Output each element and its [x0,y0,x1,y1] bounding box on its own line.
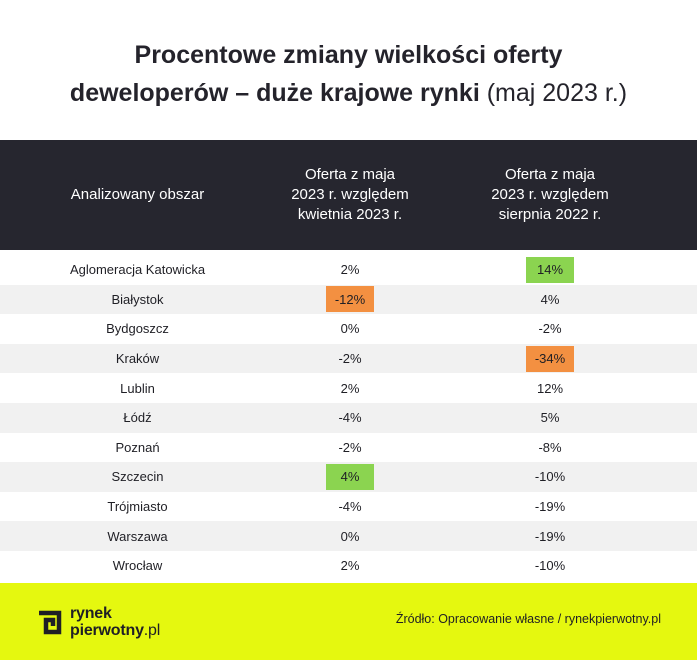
vs-april-cell: 0% [300,314,400,344]
vs-august-cell-value: -10% [534,558,566,574]
vs-august-cell: -8% [500,433,600,463]
table-row: Aglomeracja Katowicka 2% 14% [0,255,697,285]
table-row: Warszawa 0% -19% [0,521,697,551]
table-header: Analizowany obszar Oferta z maja 2023 r.… [0,140,697,250]
vs-april-cell: 2% [300,255,400,285]
table-body: Aglomeracja Katowicka 2% 14% Białystok -12% 4… [0,255,697,581]
table-row: Białystok -12% 4% [0,284,697,315]
table-row: Lublin 2% 12% [0,373,697,403]
area-cell: Białystok [111,291,164,307]
area-cell: Łódź [123,410,152,426]
header-vs-august-line-1: Oferta z maja [504,166,595,183]
area-cell: Wrocław [112,558,163,574]
vs-august-cell-value: 4% [540,291,560,307]
vs-april-cell-value: 0% [340,528,360,544]
vs-august-cell: 4% [500,285,600,315]
vs-august-cell: -10% [500,462,600,492]
vs-august-cell: -2% [500,314,600,344]
table-row: Łódź -4% 5% [0,402,697,433]
vs-august-cell: 12% [500,373,600,403]
chart-title: Procentowe zmiany wielkości oferty dewel… [0,36,697,112]
vs-april-cell: 2% [300,373,400,403]
title-line-1: Procentowe zmiany wielkości oferty [134,41,563,69]
vs-august-cell: 5% [500,403,600,433]
title-line-2: deweloperów – duże krajowe rynki (maj 20… [0,74,697,112]
table-row: Poznań -2% -8% [0,433,697,463]
area-cell: Bydgoszcz [106,321,169,337]
vs-august-cell: 14% [500,255,600,285]
vs-august-cell-value: 12% [536,380,564,396]
vs-april-cell: 2% [300,551,400,581]
vs-august-cell: -10% [500,551,600,581]
vs-april-cell: 4% [300,462,400,492]
header-vs-april-line-2: 2023 r. względem [291,186,409,203]
vs-april-cell-value: -2% [338,351,362,367]
vs-april-cell-value: 4% [326,463,374,490]
vs-april-cell-value: 2% [340,262,360,278]
vs-august-cell-value: 5% [540,410,560,426]
vs-august-cell: -34% [500,344,600,374]
vs-august-cell: -19% [500,521,600,551]
header-vs-april: Oferta z maja 2023 r. względem kwietnia … [275,140,425,250]
header-vs-august-line-2: 2023 r. względem [491,186,609,203]
footer: rynek pierwotny.pl Źródło: Opracowanie w… [0,583,697,660]
area-cell: Warszawa [107,528,168,544]
logo-domain: .pl [143,622,161,639]
table-row: Trójmiasto -4% -19% [0,492,697,522]
vs-april-cell-value: 2% [340,380,360,396]
rynekpierwotny-logo-icon [39,610,62,635]
vs-august-cell-value: -19% [534,499,566,515]
header-vs-april-line-3: kwietnia 2023 r. [297,206,403,223]
vs-april-cell: -2% [300,433,400,463]
area-cell: Aglomeracja Katowicka [69,262,206,278]
vs-august-cell-value: -34% [526,345,574,372]
header-area: Analizowany obszar [0,140,275,250]
vs-april-cell-value: -2% [338,439,362,455]
vs-august-cell-value: -8% [538,439,562,455]
logo-line-2: pierwotny [70,622,144,639]
vs-april-cell: -12% [300,285,400,315]
vs-april-cell: -4% [300,403,400,433]
table-row: Kraków -2% -34% [0,343,697,374]
table-row: Szczecin 4% -10% [0,462,697,492]
vs-april-cell-value: 2% [340,558,360,574]
area-cell: Szczecin [111,469,164,485]
title-line-2-bold: deweloperów – duże krajowe rynki [69,79,480,107]
area-cell: Trójmiasto [107,499,168,515]
vs-april-cell-value: -12% [326,286,374,313]
table-row: Wrocław 2% -10% [0,551,697,581]
header-vs-august: Oferta z maja 2023 r. względem sierpnia … [460,140,640,250]
vs-august-cell-value: -10% [534,469,566,485]
vs-april-cell: -4% [300,492,400,522]
area-cell: Poznań [115,439,160,455]
vs-august-cell-value: -2% [538,321,562,337]
vs-april-cell: -2% [300,344,400,374]
table-row: Bydgoszcz 0% -2% [0,314,697,344]
logo: rynek pierwotny.pl [36,605,160,639]
source-note: Źródło: Opracowanie własne / rynekpierwo… [395,612,661,626]
vs-august-cell-value: -19% [534,528,566,544]
header-vs-august-line-3: sierpnia 2022 r. [498,206,602,223]
vs-april-cell-value: -4% [338,499,362,515]
vs-april-cell-value: 0% [340,321,360,337]
area-cell: Kraków [115,351,160,367]
logo-line-1: rynek [70,605,112,622]
header-area-label: Analizowany obszar [70,186,205,203]
vs-august-cell-value: 14% [526,256,574,283]
vs-april-cell: 0% [300,521,400,551]
logo-text: rynek pierwotny.pl [70,605,160,639]
title-line-2-date: (maj 2023 r.) [479,79,628,107]
header-vs-april-line-1: Oferta z maja [304,166,395,183]
vs-april-cell-value: -4% [338,410,362,426]
vs-august-cell: -19% [500,492,600,522]
area-cell: Lublin [120,380,155,396]
